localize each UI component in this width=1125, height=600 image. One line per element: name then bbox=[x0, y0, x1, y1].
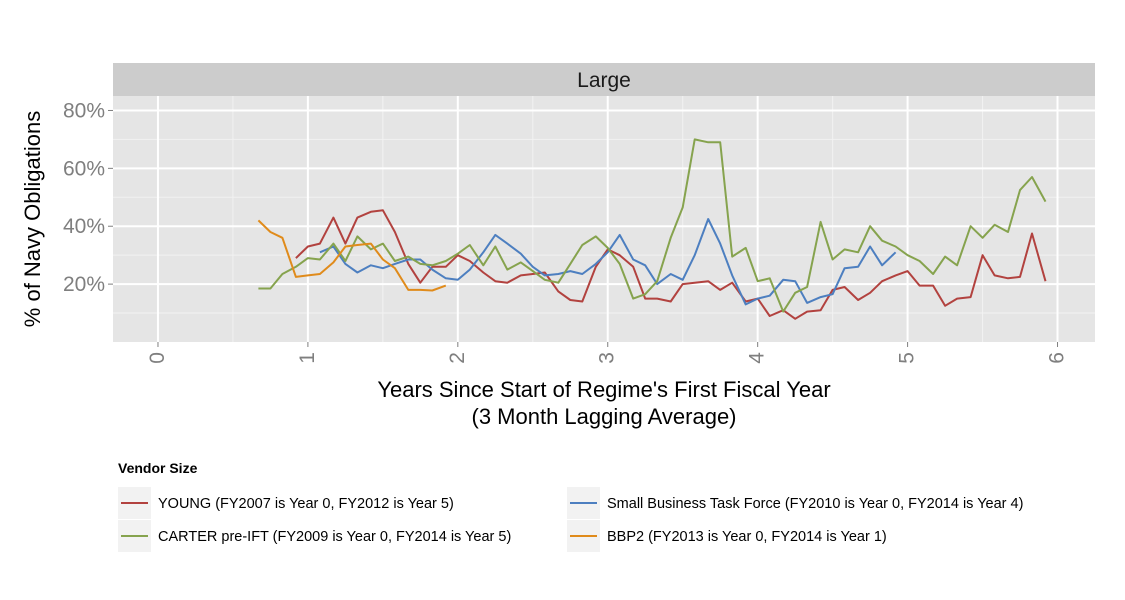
legend: YOUNG (FY2007 is Year 0, FY2012 is Year … bbox=[118, 487, 1023, 552]
y-tick-label: 60% bbox=[63, 157, 105, 180]
x-tick-label: 2 bbox=[446, 352, 469, 364]
x-tick-label: 3 bbox=[596, 352, 619, 364]
y-tick-label: 80% bbox=[63, 99, 105, 122]
x-tick-label: 0 bbox=[146, 352, 169, 364]
plot-panel bbox=[113, 96, 1095, 342]
x-tick-label: 1 bbox=[296, 352, 319, 364]
legend-label: BBP2 (FY2013 is Year 0, FY2014 is Year 1… bbox=[607, 529, 887, 545]
axis-ticks: 0 1 2 3 4 5 6 20% 40% 60% 80% bbox=[63, 99, 1069, 363]
series-line-2 bbox=[258, 138, 1047, 313]
facet-strip bbox=[113, 63, 1095, 96]
facet-strip-label: Large bbox=[577, 69, 631, 92]
series-line-1 bbox=[319, 218, 897, 306]
legend-label: YOUNG (FY2007 is Year 0, FY2012 is Year … bbox=[158, 496, 454, 512]
series-line-3 bbox=[257, 219, 447, 292]
legend-label: CARTER pre-IFT (FY2009 is Year 0, FY2014… bbox=[158, 529, 511, 545]
x-axis-title-line1: Years Since Start of Regime's First Fisc… bbox=[377, 377, 830, 402]
series-line-0 bbox=[295, 209, 1047, 320]
x-tick-label: 5 bbox=[896, 352, 919, 364]
x-axis-title-line2: (3 Month Lagging Average) bbox=[472, 404, 737, 429]
y-tick-label: 40% bbox=[63, 215, 105, 238]
series-lines bbox=[257, 138, 1047, 320]
y-axis-title: % of Navy Obligations bbox=[20, 111, 45, 327]
y-tick-label: 20% bbox=[63, 273, 105, 296]
x-tick-label: 6 bbox=[1046, 352, 1069, 364]
x-tick-label: 4 bbox=[746, 352, 769, 364]
legend-label: Small Business Task Force (FY2010 is Yea… bbox=[607, 496, 1023, 512]
legend-title: Vendor Size bbox=[118, 460, 198, 476]
